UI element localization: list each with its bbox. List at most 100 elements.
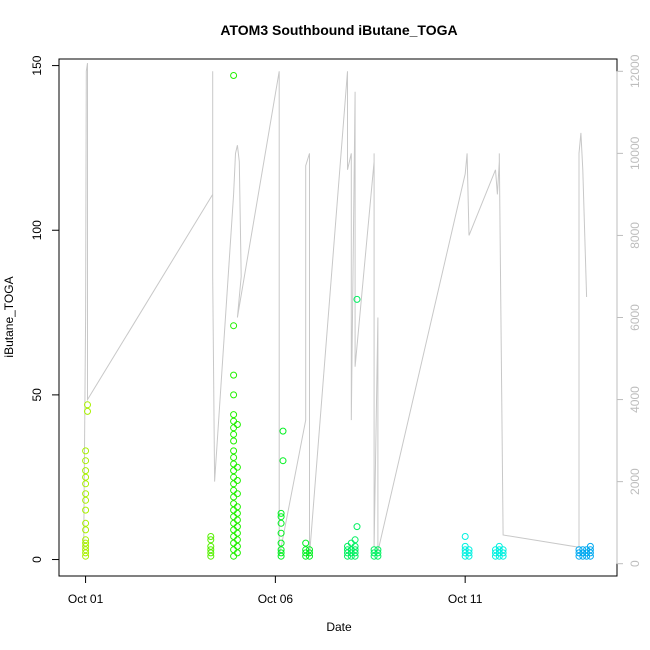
x-axis-label: Date — [326, 620, 352, 634]
y-axis-left: 0 50 100 150 — [30, 55, 60, 563]
data-point — [230, 493, 238, 501]
data-point — [465, 549, 473, 557]
data-point — [230, 513, 238, 521]
data-point — [233, 536, 241, 544]
data-point — [230, 391, 238, 399]
data-point — [230, 460, 238, 468]
data-point — [277, 546, 285, 554]
y2-tick-label: 8000 — [628, 222, 642, 249]
data-point — [82, 496, 90, 504]
data-point — [82, 480, 90, 488]
y-axis-label: iButane_TOGA — [2, 276, 16, 357]
data-point — [230, 480, 238, 488]
y2-tick-label: 10000 — [628, 136, 642, 170]
data-point — [230, 424, 238, 432]
data-point — [230, 539, 238, 547]
data-point — [82, 506, 90, 514]
data-point — [82, 473, 90, 481]
plot-area — [82, 63, 594, 560]
data-point — [82, 519, 90, 527]
data-point — [351, 546, 359, 554]
data-point — [230, 72, 238, 79]
data-point — [233, 477, 241, 484]
data-point — [374, 546, 382, 554]
data-point — [82, 490, 90, 498]
data-point — [230, 533, 238, 540]
data-point — [279, 457, 287, 465]
data-point — [230, 454, 238, 461]
data-point — [82, 457, 90, 465]
data-point — [230, 519, 238, 527]
data-point — [586, 546, 594, 554]
data-point — [82, 539, 90, 547]
data-point — [351, 542, 359, 550]
y2-tick-label: 4000 — [628, 386, 642, 413]
data-point — [230, 447, 238, 455]
data-point — [82, 467, 90, 475]
data-point — [347, 539, 355, 547]
data-point — [306, 549, 313, 557]
y-tick-label: 0 — [30, 556, 44, 563]
data-point — [230, 546, 238, 554]
data-point — [230, 467, 238, 475]
y2-tick-label: 0 — [628, 560, 642, 567]
y-tick-label: 150 — [30, 55, 44, 75]
data-point — [374, 549, 382, 557]
data-point — [233, 523, 241, 531]
data-point — [351, 536, 359, 544]
x-tick-label: Oct 06 — [258, 592, 294, 606]
data-point — [230, 411, 238, 419]
data-point — [82, 447, 90, 455]
y2-tick-label: 2000 — [628, 468, 642, 495]
data-point — [586, 542, 594, 550]
data-point — [499, 546, 507, 554]
data-point — [233, 529, 241, 537]
data-point — [207, 536, 215, 544]
data-point — [302, 539, 310, 547]
data-point — [82, 526, 90, 534]
data-point — [233, 503, 241, 511]
data-point — [306, 546, 313, 554]
data-point — [82, 536, 90, 544]
data-point — [277, 529, 285, 537]
y-tick-label: 50 — [30, 388, 44, 402]
data-point — [230, 322, 238, 330]
data-point — [230, 417, 238, 425]
plot-frame — [58, 58, 618, 577]
data-point — [207, 533, 215, 540]
data-point — [230, 473, 238, 481]
x-tick-label: Oct 01 — [68, 592, 104, 606]
data-point — [233, 490, 241, 498]
data-point — [233, 549, 241, 557]
data-point — [84, 401, 91, 409]
data-point — [233, 463, 241, 471]
chart-title: ATOM3 Southbound iButane_TOGA — [220, 22, 457, 38]
data-point — [233, 542, 241, 550]
y2-tick-label: 6000 — [628, 304, 642, 331]
data-point — [230, 371, 238, 379]
data-point — [465, 546, 473, 554]
data-point — [82, 546, 90, 554]
y-axis-right: 0 2000 4000 6000 8000 10000 12000 — [616, 54, 642, 567]
data-point — [207, 546, 215, 554]
data-point — [230, 486, 238, 494]
x-axis: Oct 01 Oct 06 Oct 11 — [68, 575, 483, 606]
data-point — [233, 516, 241, 524]
data-point — [353, 295, 361, 303]
data-point — [230, 552, 238, 560]
altitude-track-line — [83, 63, 588, 556]
data-point — [230, 500, 238, 508]
y2-tick-label: 12000 — [628, 54, 642, 88]
y-tick-label: 100 — [30, 220, 44, 240]
data-point — [279, 427, 287, 435]
data-point — [233, 509, 241, 517]
data-point — [230, 430, 238, 438]
data-point — [499, 549, 507, 557]
data-point — [207, 542, 215, 550]
data-point — [84, 407, 91, 415]
data-point — [461, 533, 469, 540]
data-point — [82, 542, 90, 550]
data-point — [277, 513, 285, 521]
data-point — [277, 519, 285, 527]
